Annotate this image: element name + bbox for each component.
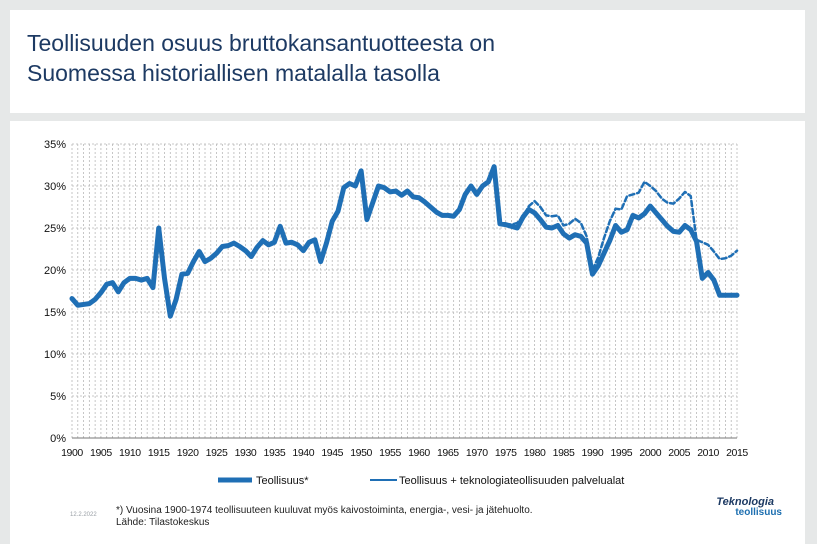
legend-label-teollisuus: Teollisuus*	[256, 475, 309, 487]
x-tick-label: 1945	[321, 447, 343, 459]
y-tick-label: 15%	[44, 307, 66, 319]
x-tick-label: 1935	[264, 447, 286, 459]
logo-text-line-2: teollisuus	[735, 507, 782, 518]
x-tick-label: 1965	[437, 447, 459, 459]
logo-text-line-1: Teknologia	[716, 496, 774, 508]
x-tick-label: 1970	[466, 447, 488, 459]
x-tick-label: 2000	[639, 447, 661, 459]
x-tick-label: 1940	[292, 447, 314, 459]
x-tick-label: 1980	[524, 447, 546, 459]
x-tick-label: 1955	[379, 447, 401, 459]
y-tick-label: 0%	[50, 433, 66, 445]
x-tick-label: 1930	[235, 447, 257, 459]
y-tick-label: 10%	[44, 349, 66, 361]
legend-label-teollisuus-palvelualat: Teollisuus + teknologiateollisuuden palv…	[399, 475, 624, 487]
x-tick-label: 1920	[177, 447, 199, 459]
footnote-source: Lähde: Tilastokeskus	[116, 517, 210, 528]
y-tick-label: 35%	[44, 139, 66, 151]
y-tick-label: 20%	[44, 265, 66, 277]
x-tick-label: 1975	[495, 447, 517, 459]
x-tick-label: 2015	[726, 447, 748, 459]
title-panel	[10, 10, 805, 113]
x-tick-label: 1925	[206, 447, 228, 459]
x-tick-label: 2010	[697, 447, 719, 459]
date-label: 12.2.2022	[70, 512, 97, 518]
company-logo: Teknologia teollisuus	[690, 496, 782, 518]
y-tick-label: 25%	[44, 223, 66, 235]
slide-title: Teollisuuden osuus bruttokansantuotteest…	[27, 28, 495, 88]
x-tick-label: 1990	[582, 447, 604, 459]
x-tick-label: 1900	[61, 447, 83, 459]
footnote-note: *) Vuosina 1900-1974 teollisuuteen kuulu…	[116, 505, 533, 516]
x-tick-label: 1910	[119, 447, 141, 459]
y-tick-label: 5%	[50, 391, 66, 403]
slide-title-line-1: Teollisuuden osuus bruttokansantuotteest…	[27, 30, 495, 56]
x-tick-label: 1960	[408, 447, 430, 459]
footnote: *) Vuosina 1900-1974 teollisuuteen kuulu…	[116, 505, 533, 529]
x-tick-label: 1950	[350, 447, 372, 459]
x-tick-label: 1915	[148, 447, 170, 459]
x-tick-label: 1905	[90, 447, 112, 459]
x-tick-label: 1985	[553, 447, 575, 459]
series-line-teollisuus	[69, 164, 740, 319]
x-tick-label: 1995	[610, 447, 632, 459]
y-tick-label: 30%	[44, 181, 66, 193]
x-tick-label: 2005	[668, 447, 690, 459]
slide-title-line-2: Suomessa historiallisen matalalla tasoll…	[27, 60, 440, 86]
